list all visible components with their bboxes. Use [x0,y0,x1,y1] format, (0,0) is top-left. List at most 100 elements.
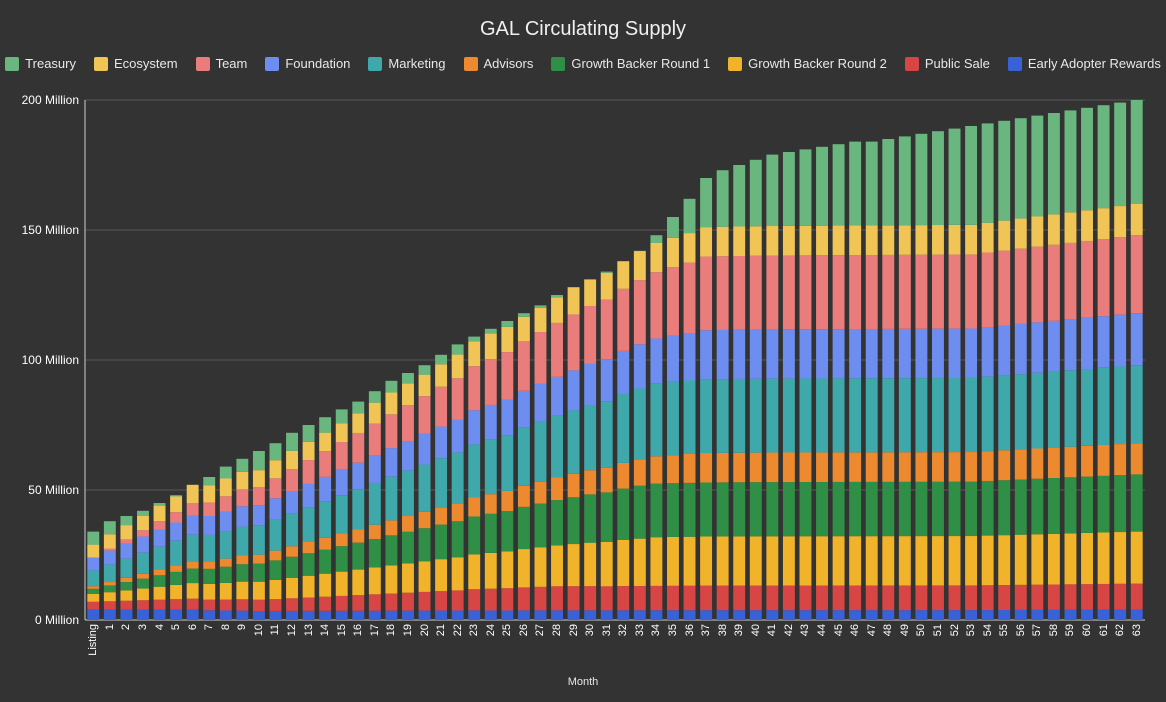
bar-segment-marketing[interactable] [203,535,215,561]
bar-segment-marketing[interactable] [601,401,613,468]
bar-segment-team[interactable] [187,503,199,515]
bar-segment-advisors[interactable] [87,586,99,589]
bar-segment-team[interactable] [899,255,911,329]
bar-segment-gbr2[interactable] [551,545,563,586]
bar-segment-team[interactable] [833,255,845,329]
bar-segment-public_sale[interactable] [949,585,961,610]
bar-segment-treasury[interactable] [998,121,1010,221]
bar-segment-treasury[interactable] [684,199,696,233]
bar-segment-advisors[interactable] [220,559,232,567]
bar-segment-ecosystem[interactable] [104,534,116,548]
bar-segment-public_sale[interactable] [137,600,149,609]
bar-segment-team[interactable] [932,255,944,329]
bar-segment-gbr1[interactable] [1065,477,1077,533]
bar-segment-foundation[interactable] [717,330,729,379]
bar-segment-marketing[interactable] [452,453,464,504]
bar-segment-gbr2[interactable] [1048,534,1060,585]
bar-segment-gbr1[interactable] [352,543,364,570]
bar-segment-gbr2[interactable] [1098,532,1110,583]
bar-segment-ecosystem[interactable] [154,506,166,522]
bar-segment-foundation[interactable] [1031,322,1043,372]
bar-segment-foundation[interactable] [1015,324,1027,374]
bar-segment-foundation[interactable] [501,400,513,436]
bar-segment-marketing[interactable] [170,541,182,566]
bar-segment-marketing[interactable] [518,428,530,486]
bar-segment-team[interactable] [402,405,414,441]
bar-segment-team[interactable] [849,255,861,329]
bar-segment-team[interactable] [1048,245,1060,321]
bar-segment-treasury[interactable] [236,459,248,472]
bar-segment-gbr1[interactable] [236,564,248,581]
bar-segment-team[interactable] [220,496,232,511]
bar-segment-gbr1[interactable] [866,482,878,536]
bar-segment-gbr1[interactable] [800,482,812,536]
bar-segment-team[interactable] [866,255,878,329]
bar-segment-early_adopter[interactable] [1048,610,1060,620]
bar-segment-treasury[interactable] [535,305,547,307]
bar-segment-ecosystem[interactable] [617,261,629,289]
bar-segment-gbr2[interactable] [667,537,679,586]
bar-segment-marketing[interactable] [1065,370,1077,446]
bar-segment-gbr1[interactable] [468,516,480,554]
bar-segment-gbr2[interactable] [303,576,315,598]
bar-segment-gbr1[interactable] [87,589,99,594]
bar-segment-foundation[interactable] [650,338,662,383]
bar-segment-gbr2[interactable] [468,554,480,589]
bar-segment-ecosystem[interactable] [535,308,547,332]
bar-segment-gbr2[interactable] [385,565,397,593]
bar-segment-public_sale[interactable] [1031,585,1043,610]
bar-segment-foundation[interactable] [402,441,414,471]
bar-segment-public_sale[interactable] [667,586,679,610]
bar-segment-team[interactable] [104,549,116,551]
bar-segment-treasury[interactable] [104,521,116,534]
bar-segment-gbr1[interactable] [601,492,613,542]
bar-segment-public_sale[interactable] [733,586,745,611]
bar-segment-advisors[interactable] [120,578,132,582]
bar-segment-marketing[interactable] [485,440,497,494]
bar-segment-advisors[interactable] [236,556,248,565]
bar-segment-early_adopter[interactable] [650,610,662,620]
bar-segment-ecosystem[interactable] [402,383,414,405]
bar-segment-advisors[interactable] [270,551,282,561]
bar-segment-treasury[interactable] [270,443,282,460]
bar-segment-foundation[interactable] [700,330,712,379]
bar-segment-marketing[interactable] [766,379,778,453]
bar-segment-gbr2[interactable] [882,536,894,585]
bar-segment-ecosystem[interactable] [1081,210,1093,241]
bar-segment-advisors[interactable] [733,453,745,483]
bar-segment-marketing[interactable] [501,435,513,491]
bar-segment-foundation[interactable] [170,523,182,541]
bar-segment-public_sale[interactable] [402,593,414,611]
bar-segment-treasury[interactable] [468,337,480,342]
bar-segment-advisors[interactable] [402,516,414,532]
bar-segment-advisors[interactable] [369,525,381,539]
bar-segment-marketing[interactable] [816,378,828,452]
bar-segment-ecosystem[interactable] [568,287,580,314]
bar-segment-team[interactable] [236,489,248,506]
bar-segment-gbr1[interactable] [286,557,298,578]
bar-segment-public_sale[interactable] [154,600,166,610]
bar-segment-advisors[interactable] [915,452,927,482]
bar-segment-treasury[interactable] [286,433,298,451]
bar-segment-ecosystem[interactable] [965,225,977,255]
bar-segment-team[interactable] [584,306,596,364]
bar-segment-gbr2[interactable] [982,536,994,586]
bar-segment-team[interactable] [419,396,431,434]
bar-segment-team[interactable] [468,366,480,410]
bar-segment-ecosystem[interactable] [518,317,530,341]
bar-segment-marketing[interactable] [253,525,265,554]
bar-segment-marketing[interactable] [667,382,679,455]
bar-segment-public_sale[interactable] [468,589,480,610]
bar-segment-marketing[interactable] [650,384,662,457]
bar-segment-gbr2[interactable] [402,563,414,592]
bar-segment-team[interactable] [766,256,778,330]
bar-segment-ecosystem[interactable] [485,334,497,360]
bar-segment-team[interactable] [352,433,364,463]
bar-segment-public_sale[interactable] [1048,585,1060,610]
bar-segment-advisors[interactable] [1015,449,1027,479]
bar-segment-team[interactable] [915,255,927,329]
bar-segment-gbr2[interactable] [932,536,944,585]
bar-segment-marketing[interactable] [137,553,149,574]
bar-segment-gbr2[interactable] [518,549,530,587]
bar-segment-marketing[interactable] [866,378,878,452]
